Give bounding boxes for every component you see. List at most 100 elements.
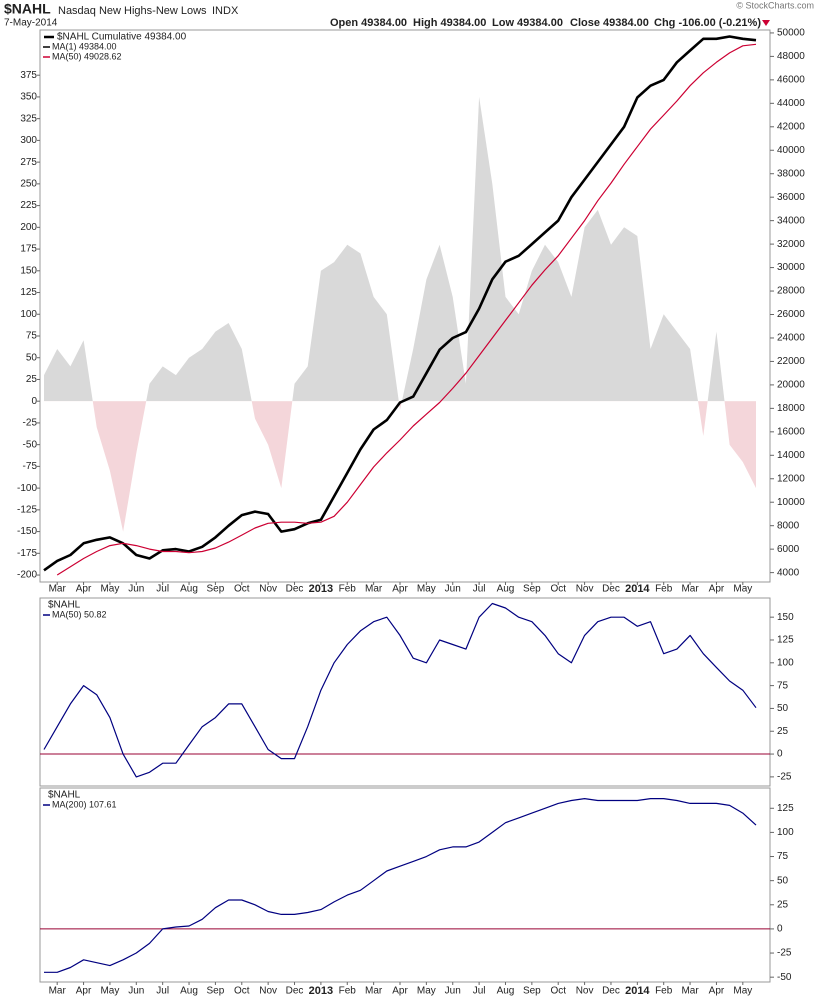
y-tick-label: 0 [777, 924, 783, 935]
x-tick-label: Mar [365, 986, 383, 997]
open: Open 49384.00 [330, 17, 407, 29]
y-tick-label: 150 [20, 265, 37, 276]
x-tick-label: Jul [156, 584, 169, 595]
y-tick-label: 250 [20, 179, 37, 190]
y2-tick-label: 46000 [777, 75, 805, 86]
symbol: $NAHL [4, 1, 51, 17]
series-line [44, 798, 757, 973]
legend-label: MA(50) 50.82 [52, 609, 107, 619]
y-tick-label: 100 [777, 657, 794, 668]
date: 7-May-2014 [4, 18, 58, 29]
y-tick-label: 0 [777, 749, 783, 760]
y2-tick-label: 44000 [777, 98, 805, 109]
x-tick-label: May [733, 986, 752, 997]
x-tick-label: 2014 [625, 583, 650, 595]
x-tick-label: May [100, 986, 119, 997]
x-tick-label: 2013 [309, 985, 333, 997]
y-tick-label: 175 [20, 244, 37, 255]
x-tick-label: 2013 [309, 583, 333, 595]
exchange: INDX [212, 5, 239, 17]
x-tick-label: Nov [259, 584, 277, 595]
y2-tick-label: 10000 [777, 497, 805, 508]
x-tick-label: Sep [523, 584, 541, 595]
x-tick-label: Feb [339, 584, 357, 595]
y2-tick-label: 50000 [777, 28, 805, 39]
copyright: © StockCharts.com [736, 0, 814, 10]
y-tick-label: 25 [26, 374, 38, 385]
x-tick-label: Apr [709, 584, 725, 595]
x-tick-label: May [417, 986, 436, 997]
y2-tick-label: 14000 [777, 450, 805, 461]
y-tick-label: -150 [17, 526, 37, 537]
y-tick-label: 75 [777, 680, 789, 691]
y-tick-label: 25 [777, 899, 789, 910]
x-tick-label: Dec [286, 584, 304, 595]
y-tick-label: -50 [23, 439, 38, 450]
y-tick-label: -75 [23, 461, 38, 472]
y2-tick-label: 32000 [777, 239, 805, 250]
x-tick-label: 2014 [625, 985, 650, 997]
x-tick-label: Mar [49, 584, 67, 595]
panel-frame [39, 597, 771, 787]
x-tick-label: Sep [207, 986, 225, 997]
y-tick-label: 225 [20, 200, 37, 211]
y2-tick-label: 30000 [777, 262, 805, 273]
x-tick-label: May [100, 584, 119, 595]
low: Low 49384.00 [492, 17, 563, 29]
y-tick-label: -175 [17, 548, 37, 559]
y2-tick-label: 4000 [777, 567, 800, 578]
x-tick-label: Feb [655, 584, 673, 595]
y2-tick-label: 42000 [777, 121, 805, 132]
down-arrow [762, 20, 770, 26]
x-tick-label: Jun [445, 584, 461, 595]
x-tick-label: May [733, 584, 752, 595]
legend-title: $NAHL Cumulative 49384.00 [57, 32, 187, 43]
y-tick-label: -100 [17, 483, 37, 494]
series-line [43, 35, 757, 572]
panel-frame [39, 787, 771, 983]
x-tick-label: Dec [602, 986, 620, 997]
x-tick-label: Aug [497, 584, 515, 595]
y-tick-label: 75 [26, 331, 38, 342]
y-tick-label: -25 [777, 948, 792, 959]
y-tick-label: 25 [777, 726, 789, 737]
y-tick-label: 200 [20, 222, 37, 233]
x-tick-label: Feb [655, 986, 673, 997]
x-tick-label: Nov [576, 986, 594, 997]
y2-tick-label: 34000 [777, 215, 805, 226]
x-tick-label: Jun [128, 584, 144, 595]
x-tick-label: Aug [180, 584, 198, 595]
y-tick-label: -25 [777, 772, 792, 783]
y-tick-label: 50 [26, 352, 38, 363]
y-tick-label: 50 [777, 875, 789, 886]
y2-tick-label: 20000 [777, 380, 805, 391]
y-tick-label: -25 [23, 418, 38, 429]
x-tick-label: Mar [49, 986, 67, 997]
x-tick-label: Jun [128, 986, 144, 997]
y-tick-label: 375 [20, 70, 37, 81]
x-tick-label: Jul [156, 986, 169, 997]
x-tick-label: Mar [365, 584, 383, 595]
close: Close 49384.00 [570, 17, 649, 29]
y-tick-label: 100 [20, 309, 37, 320]
series-line [56, 43, 757, 576]
x-tick-label: Dec [286, 986, 304, 997]
legend-title: $NAHL [48, 790, 81, 801]
y-tick-label: 150 [777, 612, 794, 623]
y-tick-label: 75 [777, 851, 789, 862]
y-tick-label: 325 [20, 113, 37, 124]
x-tick-label: Nov [259, 986, 277, 997]
y-tick-label: 125 [777, 635, 794, 646]
x-tick-label: Mar [681, 584, 699, 595]
y-tick-label: 350 [20, 92, 37, 103]
y-tick-label: -50 [777, 972, 792, 983]
y-tick-label: 125 [20, 287, 37, 298]
y2-tick-label: 48000 [777, 51, 805, 62]
x-tick-label: Dec [602, 584, 620, 595]
y-tick-label: 125 [777, 803, 794, 814]
y2-tick-label: 16000 [777, 426, 805, 437]
x-tick-label: Apr [709, 986, 725, 997]
y-tick-label: -200 [17, 570, 37, 581]
y2-tick-label: 6000 [777, 544, 800, 555]
